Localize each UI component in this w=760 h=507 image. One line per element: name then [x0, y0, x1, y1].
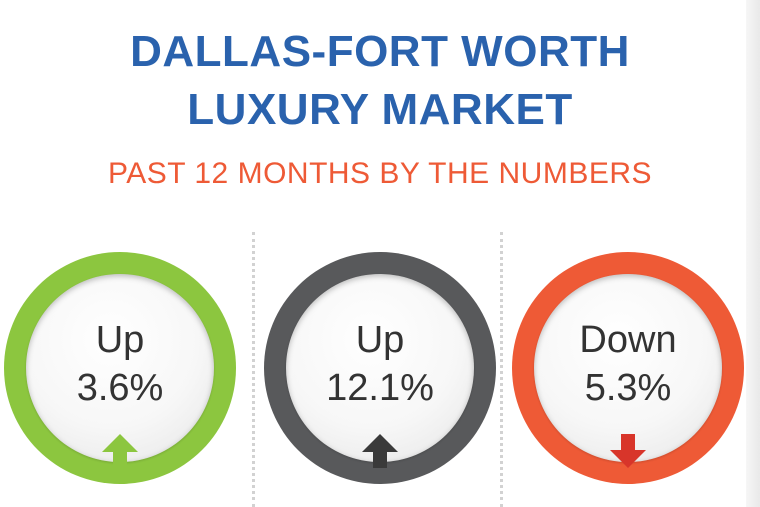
page-subtitle: PAST 12 MONTHS BY THE NUMBERS [107, 157, 653, 190]
page-title-line-2: LUXURY MARKET [187, 85, 573, 134]
dotted-divider-2 [500, 232, 503, 507]
stat-direction-label: Down [579, 319, 677, 361]
stat-value: 12.1% [326, 367, 434, 409]
dotted-divider-1 [252, 232, 255, 507]
stat-circle-face: Down 5.3% [534, 274, 722, 468]
stat-value: 3.6% [76, 367, 164, 409]
page-edge-shadow [746, 0, 760, 507]
stat-circle-3: Down 5.3% [512, 252, 744, 484]
stat-circle-face: Up 3.6% [26, 274, 214, 468]
down-arrow-icon [610, 434, 646, 468]
stat-direction-label: Up [355, 319, 405, 361]
page-title-line-1: DALLAS-FORT WORTH [130, 27, 630, 76]
up-arrow-icon [102, 434, 138, 468]
stat-circle-face: Up 12.1% [286, 274, 474, 468]
stat-circle-2: Up 12.1% [264, 252, 496, 484]
up-arrow-icon [362, 434, 398, 468]
stat-value: 5.3% [584, 367, 672, 409]
stat-circle-1: Up 3.6% [4, 252, 236, 484]
stat-direction-label: Up [95, 319, 145, 361]
